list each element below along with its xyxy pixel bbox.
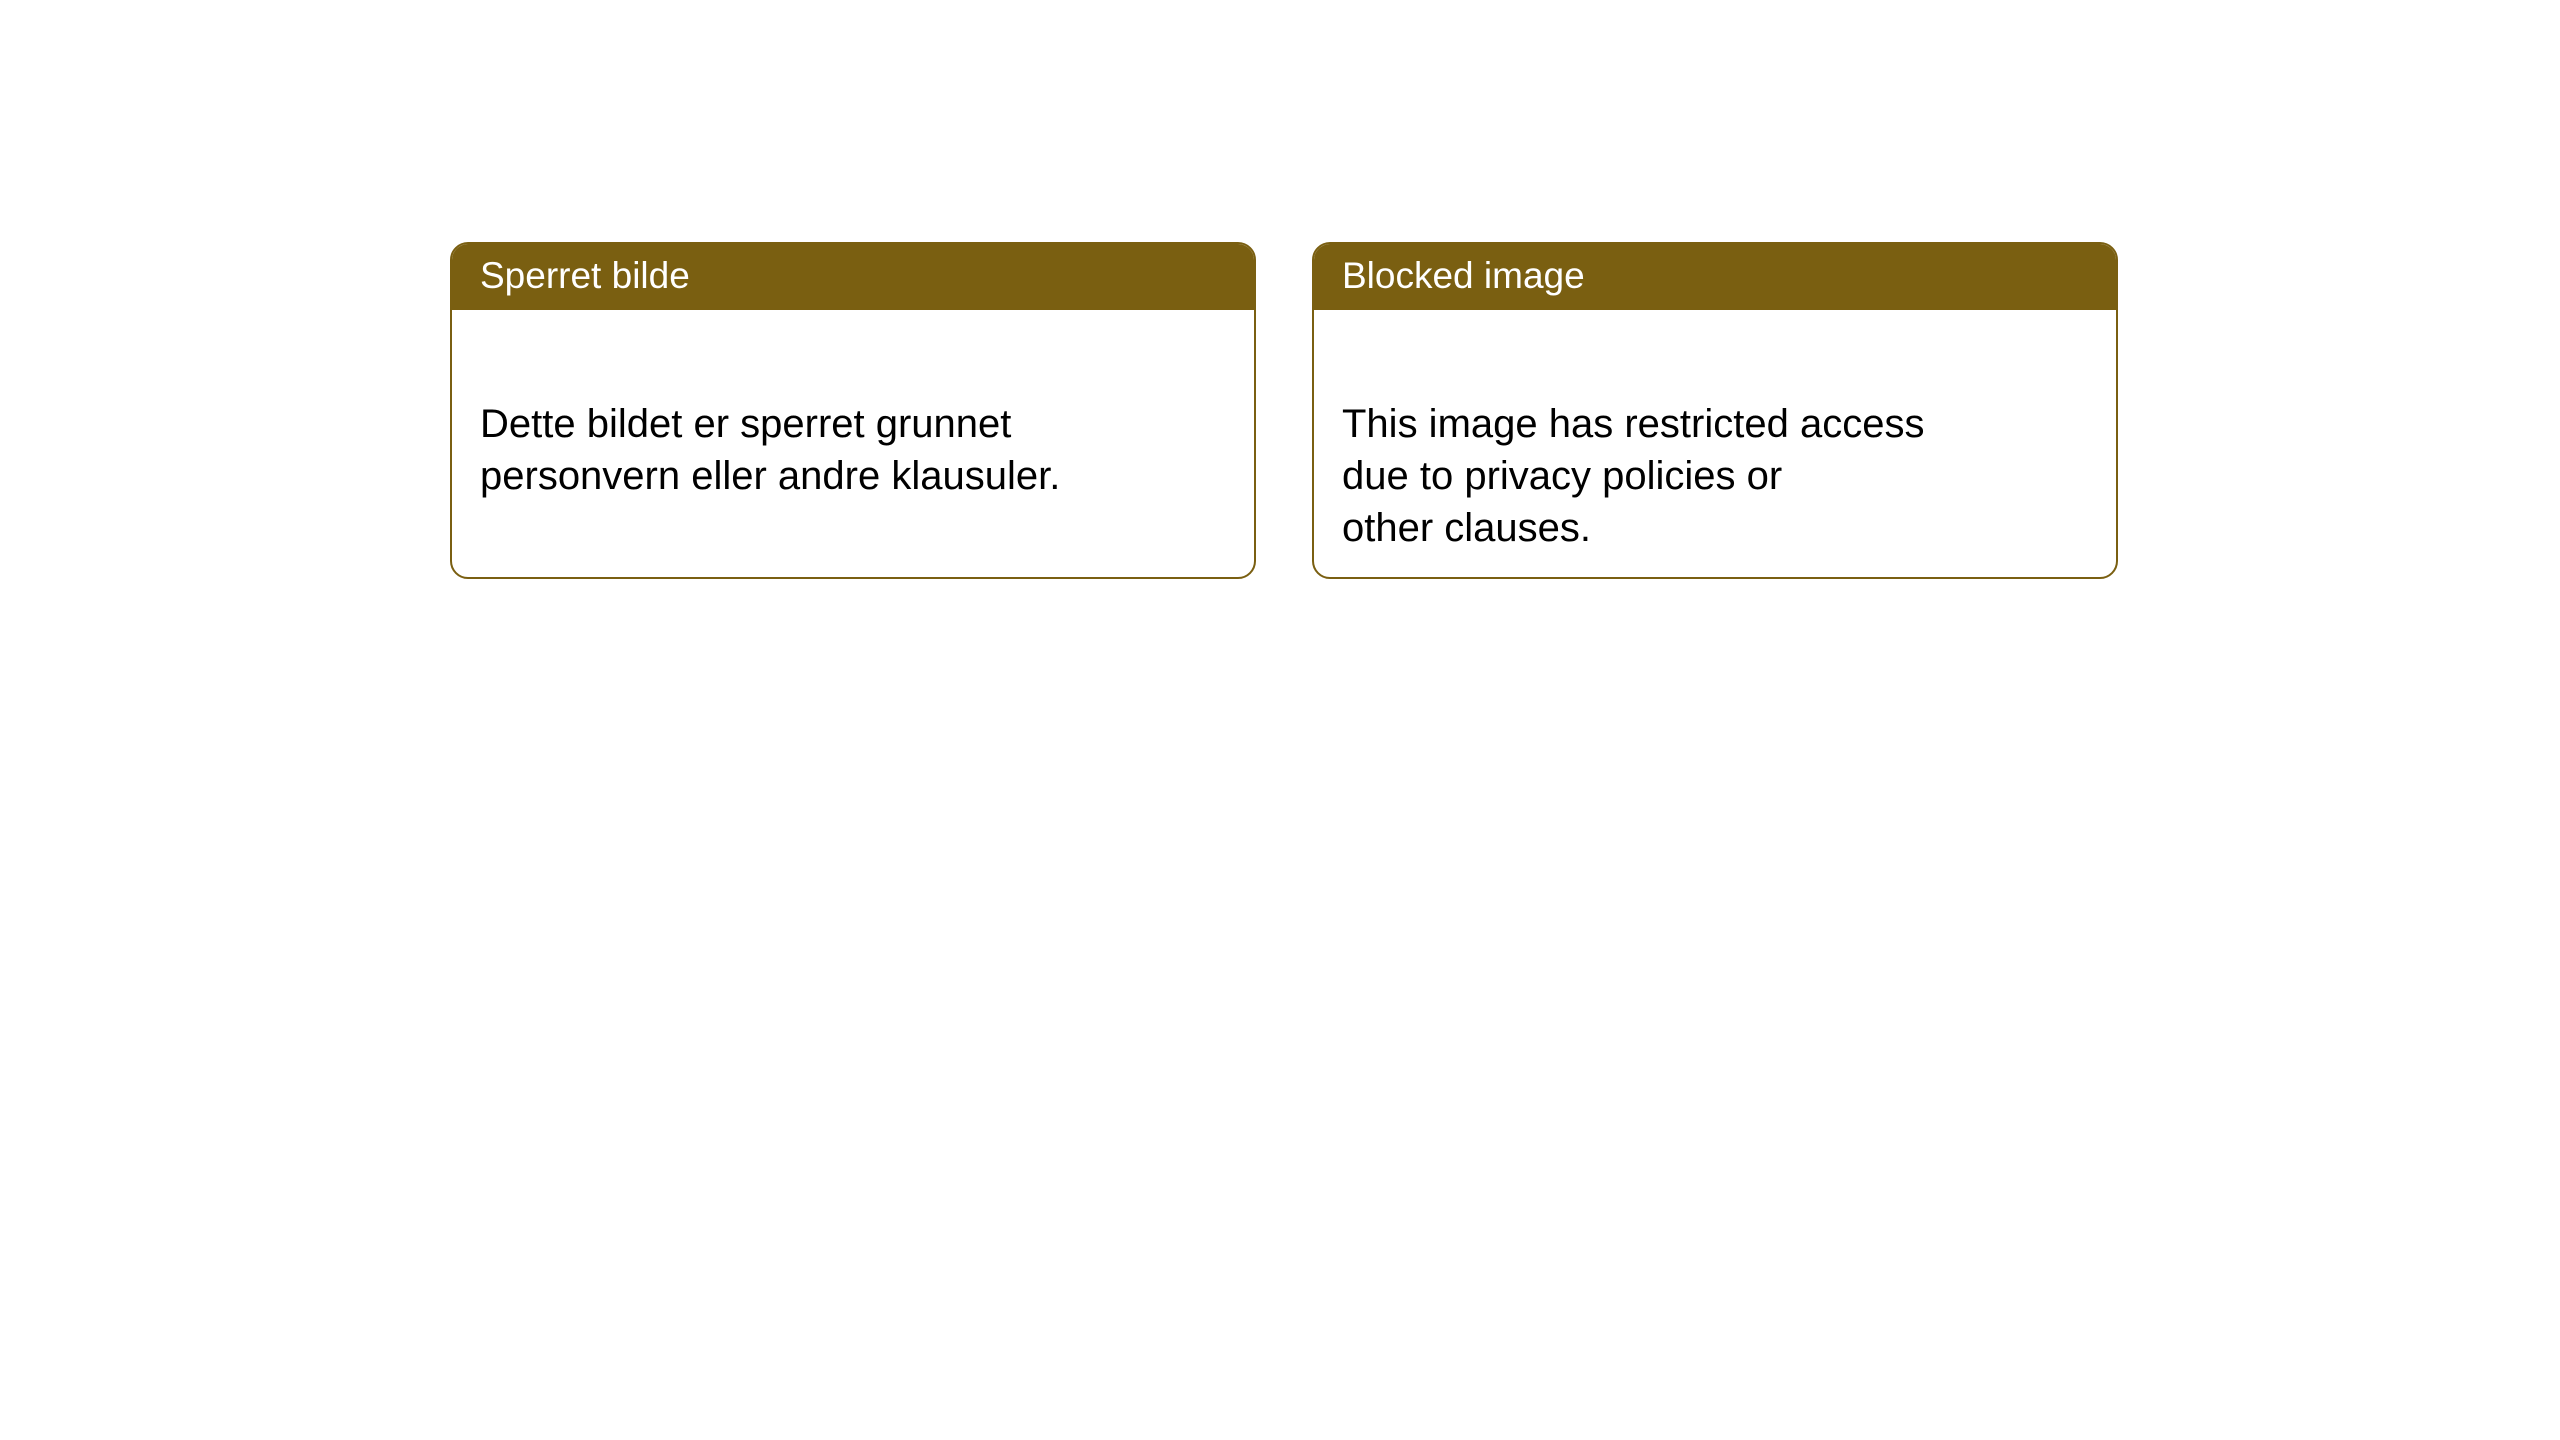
notice-card-norwegian: Sperret bilde Dette bildet er sperret gr… (450, 242, 1256, 579)
notice-body: This image has restricted access due to … (1314, 310, 2116, 579)
notice-body: Dette bildet er sperret grunnet personve… (452, 310, 1254, 538)
notice-body-text: This image has restricted access due to … (1342, 402, 1924, 550)
notice-header: Blocked image (1314, 244, 2116, 310)
notice-card-english: Blocked image This image has restricted … (1312, 242, 2118, 579)
notice-title: Blocked image (1342, 255, 1585, 296)
notice-container: Sperret bilde Dette bildet er sperret gr… (0, 0, 2560, 579)
notice-header: Sperret bilde (452, 244, 1254, 310)
notice-body-text: Dette bildet er sperret grunnet personve… (480, 402, 1060, 498)
notice-title: Sperret bilde (480, 255, 690, 296)
